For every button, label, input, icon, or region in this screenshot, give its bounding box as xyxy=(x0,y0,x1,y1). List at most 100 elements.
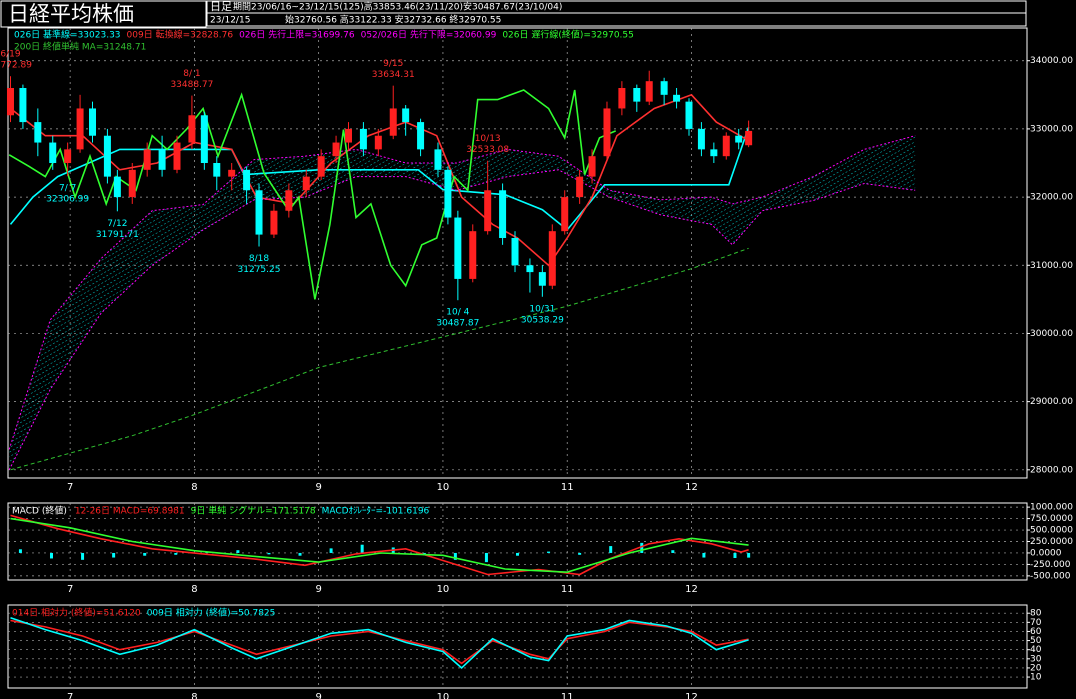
candle-body xyxy=(317,156,325,177)
candle-body xyxy=(76,108,84,150)
annotation-value: 33488.77 xyxy=(170,80,213,90)
osc-bar xyxy=(18,549,22,553)
candle-body xyxy=(697,128,705,150)
osc-bar xyxy=(516,552,519,556)
candle-body xyxy=(511,238,519,266)
osc-bar xyxy=(747,552,751,558)
period: 期間23/06/16~23/12/15(125)高33853.46(23/11/… xyxy=(233,1,562,13)
legend-entry: 12-26日 MACD=69.8981 xyxy=(75,506,185,517)
series-line xyxy=(10,514,749,576)
y-tick-label: 33000.00 xyxy=(1030,124,1073,134)
candle-body xyxy=(588,156,596,177)
y-tick-label: 20 xyxy=(1030,663,1042,673)
x-tick-label: 7 xyxy=(67,584,73,595)
annotation-value: 32306.99 xyxy=(46,195,89,205)
candle-body xyxy=(454,217,462,279)
candle-body xyxy=(302,176,310,191)
series-line xyxy=(8,89,617,300)
x-tick-label: 11 xyxy=(561,692,574,699)
legend-entry: 026日 基準線=33023.33 xyxy=(14,29,121,41)
osc-bar xyxy=(702,552,706,558)
candle-body xyxy=(434,149,442,170)
candle-body xyxy=(128,169,136,198)
candle-body xyxy=(103,135,111,177)
candle-body xyxy=(633,88,641,102)
candle-body xyxy=(188,115,196,143)
y-tick-label: 30 xyxy=(1030,654,1042,664)
candle-body xyxy=(499,190,507,238)
y-tick-label: 1000.000 xyxy=(1030,503,1073,513)
legend-entry: 026日 遅行線(終値)=32970.55 xyxy=(502,29,634,41)
y-tick-label: 60 xyxy=(1030,627,1042,637)
osc-bar xyxy=(484,552,488,563)
osc-bar xyxy=(81,552,85,560)
annotation-value: 33634.31 xyxy=(372,70,415,80)
header-row xyxy=(206,12,1027,27)
osc-bar xyxy=(298,552,302,556)
x-tick-label: 8 xyxy=(191,482,197,493)
candle-body xyxy=(173,142,181,170)
candle-body xyxy=(417,122,425,150)
candle-body xyxy=(344,128,352,143)
candle-body xyxy=(243,169,251,191)
y-tick-label: 28000.00 xyxy=(1030,465,1073,475)
x-tick-label: 11 xyxy=(561,482,574,493)
osc-bar xyxy=(733,552,737,558)
series-line xyxy=(8,135,916,450)
x-tick-label: 9 xyxy=(315,584,321,595)
legend-entry: 200日 終値単純 MA=31248.71 xyxy=(14,41,146,53)
legend-entry: 052/026日 先行下限=32060.99 xyxy=(361,29,497,41)
legend-entry: MACDｵｼﾚｰﾀｰ=-101.6196 xyxy=(322,506,430,517)
candle-body xyxy=(645,81,653,102)
x-tick-label: 11 xyxy=(561,584,574,595)
x-tick-label: 12 xyxy=(685,482,698,493)
panel-frame xyxy=(7,27,1028,479)
annotation-value: 31275.25 xyxy=(238,265,281,275)
candle-body xyxy=(255,190,263,235)
osc-bar xyxy=(49,552,53,559)
x-tick-label: 12 xyxy=(685,584,698,595)
y-tick-label: 500.0000 xyxy=(1030,526,1073,536)
osc-bar xyxy=(143,552,147,556)
candle-body xyxy=(526,265,534,273)
annotation-date: 7/ 7 xyxy=(59,184,76,194)
candle-body xyxy=(538,272,546,286)
candle-body xyxy=(158,149,166,170)
y-tick-label: 250.0000 xyxy=(1030,537,1073,547)
candle-body xyxy=(374,135,382,150)
y-tick-label: -250.000 xyxy=(1030,560,1071,570)
panel-title: MACD (終値) xyxy=(12,505,67,517)
osc-bar xyxy=(609,546,613,553)
annotation-date: 10/ 4 xyxy=(446,308,469,318)
osc-bar xyxy=(236,550,240,553)
candle-body xyxy=(213,163,221,177)
candle-body xyxy=(618,88,626,109)
candle-body xyxy=(359,128,367,150)
candle-body xyxy=(332,142,340,157)
series-line xyxy=(9,127,750,231)
y-tick-label: 70 xyxy=(1030,618,1042,628)
x-tick-label: 9 xyxy=(315,482,321,493)
panel-frame xyxy=(7,604,1028,689)
y-tick-label: -500.000 xyxy=(1030,571,1071,581)
y-tick-label: 50 xyxy=(1030,636,1042,646)
candle-body xyxy=(603,108,611,157)
x-tick-label: 8 xyxy=(191,584,197,595)
x-tick-label: 10 xyxy=(437,692,450,699)
legend-entry: 009日 相対力 (終値)=50.7825 xyxy=(147,607,276,619)
candle-body xyxy=(484,190,492,232)
y-tick-label: 30000.00 xyxy=(1030,329,1073,339)
annotation-date: 7/12 xyxy=(107,219,127,229)
y-tick-label: 34000.00 xyxy=(1030,56,1073,66)
y-tick-label: 750.0000 xyxy=(1030,514,1073,524)
osc-bar xyxy=(329,548,333,553)
y-tick-label: 31000.00 xyxy=(1030,261,1073,271)
candle-body xyxy=(561,197,569,232)
x-tick-label: 8 xyxy=(191,692,197,699)
annotation-value: 31791.71 xyxy=(96,230,139,240)
y-tick-label: 29000.00 xyxy=(1030,397,1073,407)
candle-body xyxy=(6,88,14,116)
